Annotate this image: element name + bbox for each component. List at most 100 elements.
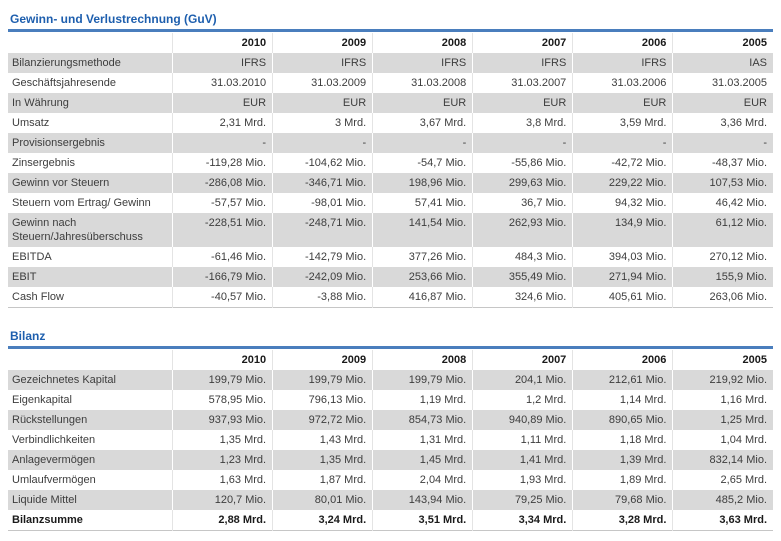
cell-value: 1,11 Mrd.: [472, 430, 573, 450]
cell-value: 80,01 Mio.: [272, 490, 373, 510]
cell-value: -242,09 Mio.: [272, 267, 373, 287]
cell-value: 31.03.2008: [372, 73, 473, 93]
year-column-header: 2010: [171, 33, 273, 53]
cell-value: -: [472, 133, 573, 153]
year-column-header: 2005: [672, 350, 773, 370]
cell-value: 143,94 Mio.: [372, 490, 473, 510]
cell-value: IFRS: [171, 53, 273, 73]
cell-value: 3,28 Mrd.: [572, 510, 673, 531]
table-row: EBITDA -61,46 Mio. -142,79 Mio. 377,26 Mio.…: [8, 247, 773, 267]
cell-value: 937,93 Mio.: [171, 410, 273, 430]
year-column-header: 2007: [472, 350, 573, 370]
cell-value: -: [672, 133, 773, 153]
year-column-header: 2010: [171, 350, 273, 370]
row-label: Gewinn nach Steuern/Jahresüberschuss: [12, 217, 143, 243]
cell-value: -142,79 Mio.: [272, 247, 373, 267]
cell-value: IFRS: [372, 53, 473, 73]
section-title-guv: Gewinn- und Verlustrechnung (GuV): [10, 12, 217, 26]
cell-value: 1,31 Mrd.: [372, 430, 473, 450]
row-label: Anlagevermögen: [12, 454, 96, 466]
cell-value: 253,66 Mio.: [372, 267, 473, 287]
cell-value: 355,49 Mio.: [472, 267, 573, 287]
cell-value: 31.03.2009: [272, 73, 373, 93]
table-row: Umlaufvermögen 1,63 Mrd. 1,87 Mrd. 2,04 Mrd…: [8, 470, 773, 490]
table-row: Bilanzsumme 2,88 Mrd. 3,24 Mrd. 3,51 Mrd. 3,…: [8, 510, 773, 531]
cell-value: 3,63 Mrd.: [672, 510, 773, 531]
table-row: Gewinn vor Steuern -286,08 Mio. -346,71 Mi…: [8, 173, 773, 193]
cell-value: 79,68 Mio.: [572, 490, 673, 510]
cell-value: 3,8 Mrd.: [472, 113, 573, 133]
row-label: Gewinn vor Steuern: [12, 177, 110, 189]
cell-value: -: [171, 133, 273, 153]
cell-value: 46,42 Mio.: [672, 193, 773, 213]
cell-value: 890,65 Mio.: [572, 410, 673, 430]
row-label: EBIT: [12, 271, 37, 283]
cell-value: -: [272, 133, 373, 153]
row-label: Rückstellungen: [12, 414, 88, 426]
cell-value: -166,79 Mio.: [171, 267, 273, 287]
cell-value: -54,7 Mio.: [372, 153, 473, 173]
cell-value: -48,37 Mio.: [672, 153, 773, 173]
cell-value: 1,23 Mrd.: [171, 450, 273, 470]
cell-value: 2,88 Mrd.: [171, 510, 273, 531]
table-row: Eigenkapital 578,95 Mio. 796,13 Mio. 1,19 M…: [8, 390, 773, 410]
cell-value: 3,51 Mrd.: [372, 510, 473, 531]
cell-value: -61,46 Mio.: [171, 247, 273, 267]
cell-value: 796,13 Mio.: [272, 390, 373, 410]
cell-value: 204,1 Mio.: [472, 370, 573, 390]
row-label: Cash Flow: [12, 291, 64, 303]
cell-value: 3 Mrd.: [272, 113, 373, 133]
cell-value: 219,92 Mio.: [672, 370, 773, 390]
cell-value: 199,79 Mio.: [272, 370, 373, 390]
cell-value: 854,73 Mio.: [372, 410, 473, 430]
row-label: EBITDA: [12, 251, 52, 263]
cell-value: -228,51 Mio.: [171, 213, 273, 247]
year-column-header: 2009: [272, 33, 373, 53]
cell-value: 578,95 Mio.: [171, 390, 273, 410]
title-rule: [8, 29, 773, 32]
cell-value: 940,89 Mio.: [472, 410, 573, 430]
cell-value: IFRS: [472, 53, 573, 73]
table-row: Steuern vom Ertrag/ Gewinn -57,57 Mio. -98…: [8, 193, 773, 213]
cell-value: 94,32 Mio.: [572, 193, 673, 213]
cell-value: 31.03.2006: [572, 73, 673, 93]
cell-value: -3,88 Mio.: [272, 287, 373, 308]
cell-value: -98,01 Mio.: [272, 193, 373, 213]
cell-value: 2,04 Mrd.: [372, 470, 473, 490]
cell-value: -55,86 Mio.: [472, 153, 573, 173]
cell-value: 263,06 Mio.: [672, 287, 773, 308]
guv-table: 2010 2009 2008 2007 2006 2005 Bilanzierungsme…: [8, 33, 773, 308]
table-row: Liquide Mittel 120,7 Mio. 80,01 Mio. 143,94…: [8, 490, 773, 510]
cell-value: 1,41 Mrd.: [472, 450, 573, 470]
year-column-header: 2007: [472, 33, 573, 53]
cell-value: -40,57 Mio.: [171, 287, 273, 308]
label-column-header: [8, 350, 173, 370]
cell-value: -: [372, 133, 473, 153]
cell-value: 1,39 Mrd.: [572, 450, 673, 470]
section-guv: Gewinn- und Verlustrechnung (GuV) 2010 20…: [8, 12, 773, 308]
cell-value: IFRS: [272, 53, 373, 73]
year-column-header: 2008: [372, 33, 473, 53]
cell-value: -119,28 Mio.: [171, 153, 273, 173]
cell-value: -104,62 Mio.: [272, 153, 373, 173]
row-label: Bilanzierungsmethode: [12, 57, 121, 69]
row-label: Eigenkapital: [12, 394, 72, 406]
cell-value: 394,03 Mio.: [572, 247, 673, 267]
cell-value: -346,71 Mio.: [272, 173, 373, 193]
table-row: Gezeichnetes Kapital 199,79 Mio. 199,79 Mi…: [8, 370, 773, 390]
cell-value: 1,19 Mrd.: [372, 390, 473, 410]
cell-value: 2,31 Mrd.: [171, 113, 273, 133]
cell-value: 107,53 Mio.: [672, 173, 773, 193]
year-header-row: 2010 2009 2008 2007 2006 2005: [8, 33, 773, 53]
cell-value: 199,79 Mio.: [171, 370, 273, 390]
table-row: Bilanzierungsmethode IFRS IFRS IFRS IFRS IFRS…: [8, 53, 773, 73]
cell-value: 120,7 Mio.: [171, 490, 273, 510]
row-label: Gezeichnetes Kapital: [12, 374, 116, 386]
table-row: Cash Flow -40,57 Mio. -3,88 Mio. 416,87 Mio…: [8, 287, 773, 308]
cell-value: 270,12 Mio.: [672, 247, 773, 267]
year-column-header: 2006: [572, 350, 673, 370]
cell-value: 1,89 Mrd.: [572, 470, 673, 490]
table-row: Umsatz 2,31 Mrd. 3 Mrd. 3,67 Mrd. 3,8 Mrd. 3,…: [8, 113, 773, 133]
cell-value: -286,08 Mio.: [171, 173, 273, 193]
